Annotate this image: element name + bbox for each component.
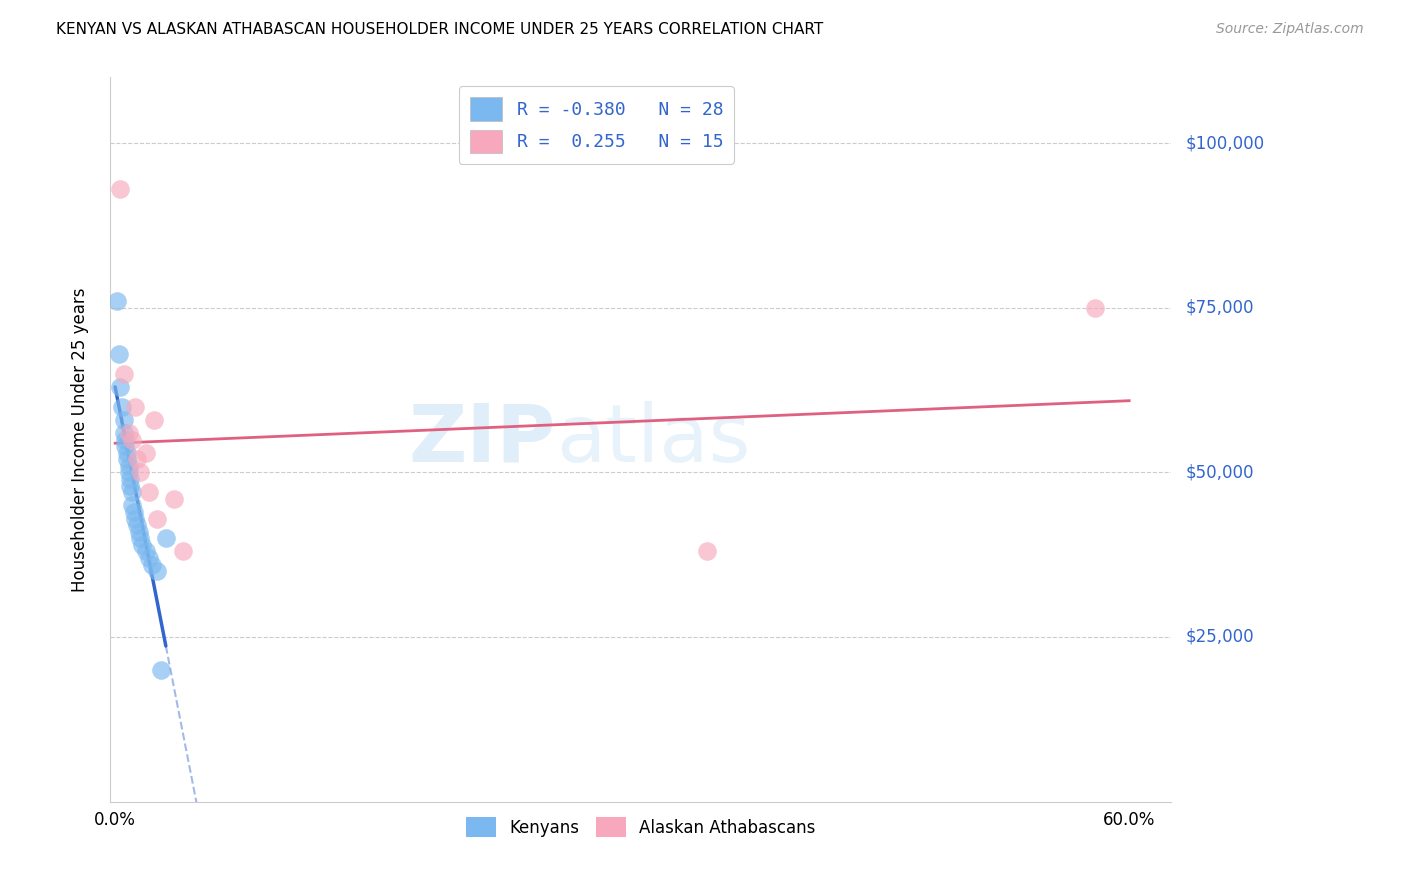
Point <box>111 400 134 414</box>
Point <box>172 544 194 558</box>
Point <box>138 551 160 566</box>
Point <box>129 466 152 480</box>
Point <box>135 544 157 558</box>
Point <box>163 491 186 506</box>
Point <box>120 478 142 492</box>
Text: $25,000: $25,000 <box>1185 628 1254 646</box>
Point <box>124 400 146 414</box>
Point <box>110 182 132 196</box>
Point <box>120 472 142 486</box>
Point <box>121 485 143 500</box>
Point <box>131 538 153 552</box>
Text: KENYAN VS ALASKAN ATHABASCAN HOUSEHOLDER INCOME UNDER 25 YEARS CORRELATION CHART: KENYAN VS ALASKAN ATHABASCAN HOUSEHOLDER… <box>56 22 824 37</box>
Point <box>112 367 135 381</box>
Point <box>105 294 128 309</box>
Point <box>146 511 169 525</box>
Point <box>124 511 146 525</box>
Point <box>112 413 135 427</box>
Point <box>118 466 141 480</box>
Point <box>110 380 132 394</box>
Text: $50,000: $50,000 <box>1185 464 1254 482</box>
Point <box>129 531 152 545</box>
Text: $100,000: $100,000 <box>1185 135 1264 153</box>
Text: Source: ZipAtlas.com: Source: ZipAtlas.com <box>1216 22 1364 37</box>
Point <box>121 499 143 513</box>
Point <box>141 558 163 572</box>
Text: ZIP: ZIP <box>409 401 555 478</box>
Point <box>127 452 149 467</box>
Point <box>122 505 145 519</box>
Point <box>114 433 136 447</box>
Point <box>135 445 157 459</box>
Point <box>155 531 177 545</box>
Point <box>146 564 169 578</box>
Legend: Kenyans, Alaskan Athabascans: Kenyans, Alaskan Athabascans <box>460 810 823 844</box>
Text: $75,000: $75,000 <box>1185 299 1254 317</box>
Point <box>118 458 141 473</box>
Point <box>1084 301 1107 315</box>
Point <box>112 425 135 440</box>
Point <box>127 518 149 533</box>
Point <box>121 433 143 447</box>
Point <box>143 413 166 427</box>
Point <box>115 452 138 467</box>
Text: atlas: atlas <box>555 401 751 478</box>
Point <box>149 663 172 677</box>
Point <box>696 544 718 558</box>
Point <box>107 347 129 361</box>
Point <box>138 485 160 500</box>
Point <box>115 445 138 459</box>
Y-axis label: Householder Income Under 25 years: Householder Income Under 25 years <box>72 287 89 591</box>
Point <box>114 439 136 453</box>
Point <box>118 425 141 440</box>
Point <box>128 524 150 539</box>
